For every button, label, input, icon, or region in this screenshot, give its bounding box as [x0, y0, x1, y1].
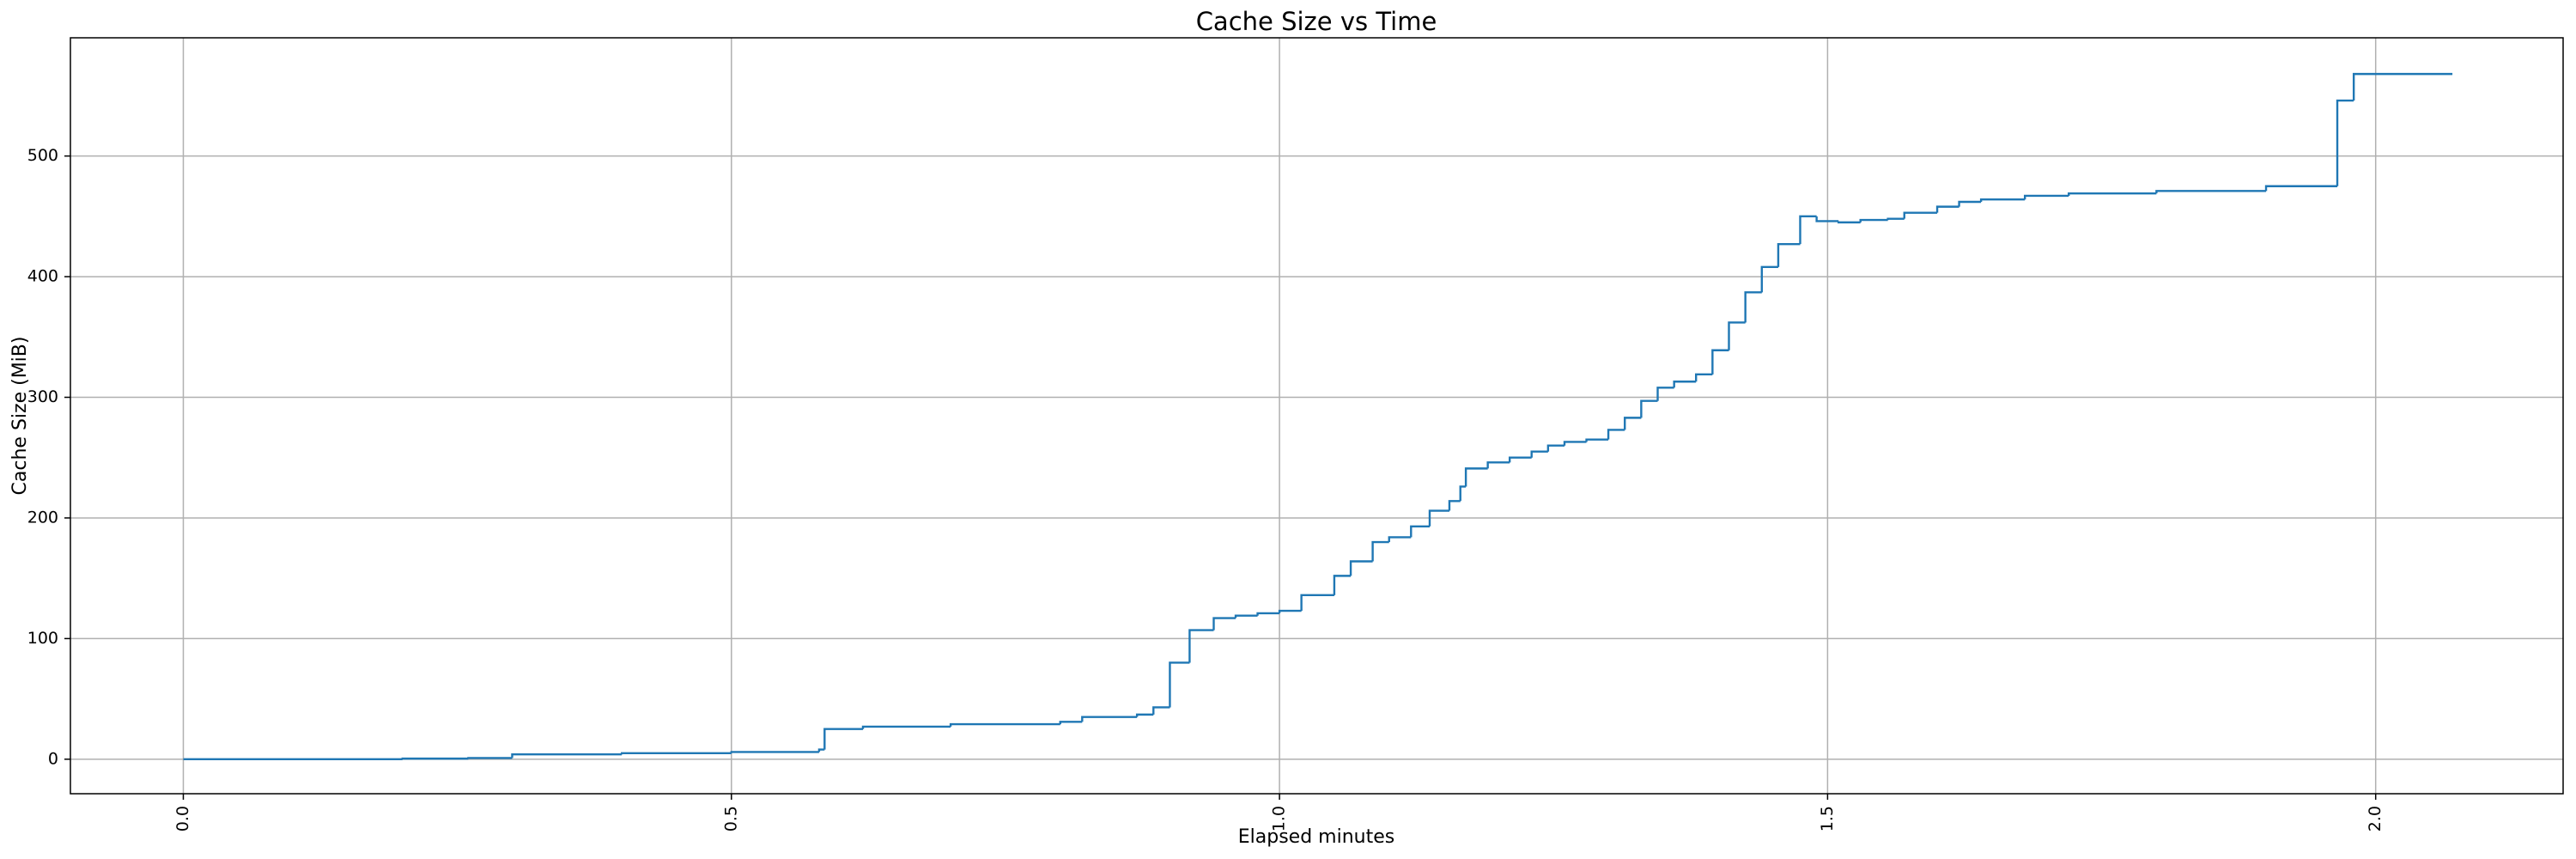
step-segment [1563, 441, 1587, 446]
step-segment [1300, 594, 1334, 612]
step-segment [1169, 661, 1190, 708]
step-segment [1278, 609, 1302, 613]
step-segment [401, 757, 469, 760]
x-axis-label: Elapsed minutes [1238, 826, 1394, 848]
y-tick-label: 100 [27, 629, 58, 648]
step-segment [817, 748, 825, 752]
y-tick-label: 500 [27, 146, 58, 165]
step-segment [1799, 215, 1817, 245]
step-segment [1212, 617, 1236, 631]
step-segment [1486, 461, 1510, 469]
step-segment [1059, 721, 1083, 725]
step-segment [2155, 190, 2267, 194]
step-segment [1508, 456, 1532, 463]
step-segment [1656, 387, 1674, 401]
step-segment [1903, 211, 1938, 219]
step-segment [1256, 612, 1280, 616]
step-segment [1859, 218, 1888, 222]
step-segment [1837, 221, 1861, 224]
step-segment [1546, 444, 1565, 452]
step-segment [1081, 716, 1138, 722]
step-segment [1607, 429, 1625, 440]
step-segment [1958, 200, 1982, 207]
step-segment [1459, 485, 1467, 502]
x-tick-label: 1.0 [1270, 806, 1289, 832]
step-segment [1349, 560, 1373, 576]
step-segment [1815, 216, 1839, 222]
x-tick-label: 2.0 [2366, 806, 2385, 832]
plot-frame [70, 37, 2564, 795]
y-tick-label: 300 [27, 387, 58, 406]
step-segment [1188, 629, 1214, 663]
step-segment [2352, 72, 2453, 101]
step-segment [1234, 614, 1258, 618]
step-segment [1464, 467, 1488, 487]
step-segment [1935, 205, 1959, 213]
x-tick-label: 0.5 [721, 806, 740, 832]
step-segment [2264, 185, 2338, 192]
step-segment [1760, 265, 1778, 293]
step-segment [949, 722, 1060, 727]
step-segment [1777, 242, 1801, 267]
step-segment [1152, 706, 1170, 715]
step-segment [1530, 450, 1548, 458]
step-segment [1979, 198, 2026, 202]
step-segment [1333, 575, 1352, 595]
step-segment [823, 728, 863, 750]
step-segment [1448, 500, 1461, 511]
x-tick-label: 0.0 [173, 806, 192, 832]
step-segment [1585, 438, 1609, 442]
step-segment [861, 725, 951, 729]
step-segment [2336, 99, 2354, 186]
step-segment [1371, 540, 1389, 562]
y-axis-label: Cache Size (MiB) [9, 337, 31, 496]
step-segment [1886, 217, 1905, 221]
step-segment [1744, 291, 1762, 323]
step-segment [1388, 536, 1412, 543]
step-segment [1673, 381, 1697, 388]
chart-title: Cache Size vs Time [1196, 7, 1437, 36]
step-segment [1711, 349, 1729, 375]
step-segment [2068, 192, 2157, 196]
step-segment [1410, 525, 1430, 538]
y-tick-label: 400 [27, 267, 58, 286]
step-segment [511, 753, 623, 758]
step-segment [1728, 321, 1746, 350]
x-tick-label: 1.5 [1818, 806, 1837, 832]
step-segment [1428, 509, 1449, 527]
step-segment [1695, 373, 1713, 382]
y-tick-label: 200 [27, 508, 58, 527]
step-segment [2023, 194, 2069, 200]
step-segment [1640, 399, 1658, 418]
y-tick-label: 0 [48, 749, 58, 768]
step-segment [1624, 417, 1642, 430]
step-segment [1135, 713, 1154, 717]
step-segment [620, 752, 732, 755]
